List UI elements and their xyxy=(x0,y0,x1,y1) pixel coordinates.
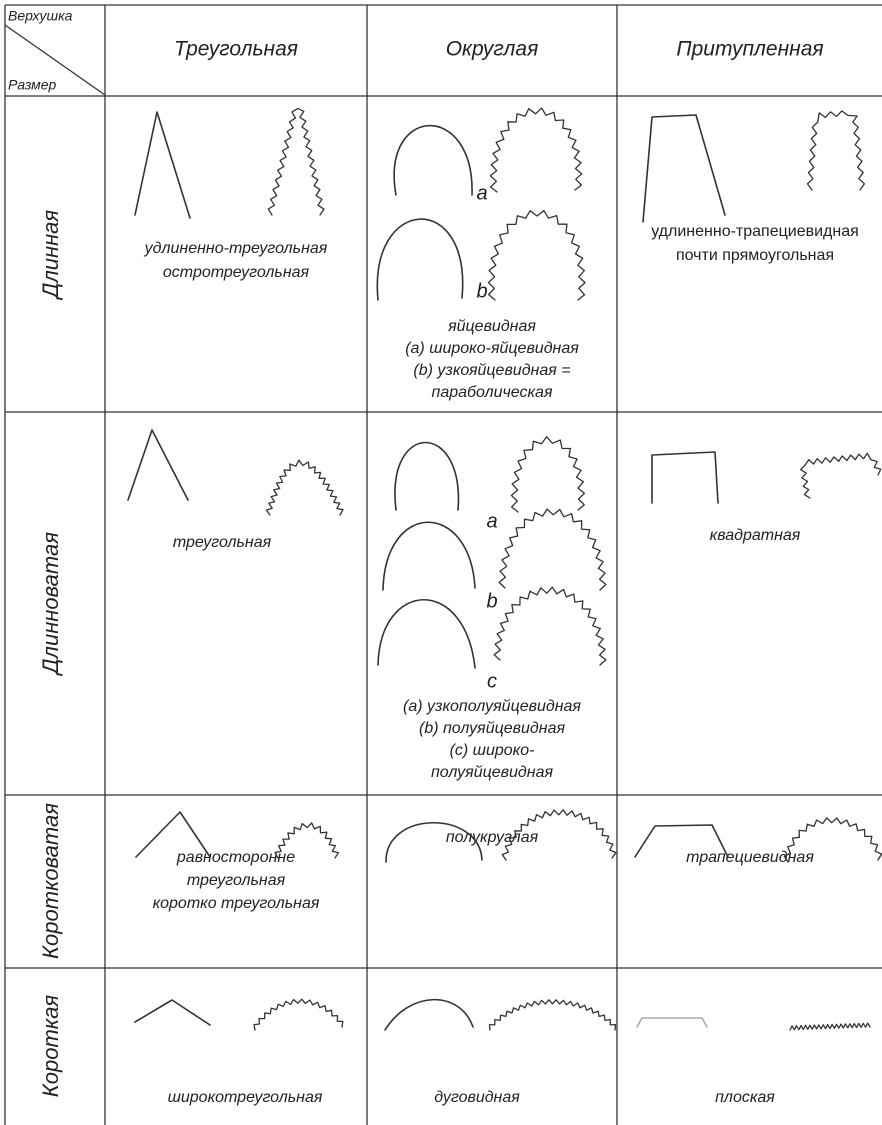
caption: (b) полуяйцевидная xyxy=(419,720,565,737)
serrated-outline xyxy=(267,107,325,216)
shape-outline xyxy=(382,521,476,591)
caption: плоская xyxy=(715,1089,775,1106)
grid xyxy=(4,4,882,1125)
shape-outline xyxy=(642,114,726,223)
caption: треугольная xyxy=(187,872,286,889)
serrated-outline xyxy=(501,809,617,861)
shape-outline xyxy=(385,822,483,863)
serrated-outline xyxy=(498,508,607,591)
shape-outline xyxy=(384,998,474,1031)
serrated-outline xyxy=(488,999,617,1031)
caption: полукруглая xyxy=(446,829,539,846)
serrated-outline xyxy=(274,822,340,859)
row-label: Короткая xyxy=(38,995,63,1098)
serrated-outline xyxy=(789,1022,871,1031)
caption: (b) узкояйцевидная = xyxy=(413,362,570,379)
serrated-outline xyxy=(253,998,344,1031)
serrated-outline xyxy=(265,459,344,516)
caption: (c) широко- xyxy=(450,742,535,759)
serrated-outline xyxy=(783,817,882,863)
shape-letter: a xyxy=(476,182,487,204)
shape-outline xyxy=(651,451,719,504)
serrated-outline xyxy=(493,586,607,666)
shape-outline xyxy=(127,429,189,501)
caption: почти прямоугольная xyxy=(676,247,834,264)
shape-letter: b xyxy=(486,590,497,612)
caption: остротреугольная xyxy=(163,264,310,281)
serrated-outline xyxy=(510,436,586,513)
caption: коротко треугольная xyxy=(153,895,320,912)
shape-outline xyxy=(394,441,460,511)
shape-outline xyxy=(134,999,211,1026)
shape-outline xyxy=(393,124,473,196)
caption: квадратная xyxy=(710,527,801,544)
serrated-outline xyxy=(489,107,583,193)
shape-outline xyxy=(134,111,191,219)
serrated-outline xyxy=(806,110,866,191)
caption: удлиненно-трапециевидная xyxy=(651,223,859,240)
caption: трапециевидная xyxy=(686,849,814,866)
caption: равносторонне xyxy=(176,849,295,866)
serrated-outline xyxy=(800,452,882,499)
corner-top: Верхушка xyxy=(8,8,73,24)
caption: широкотреугольная xyxy=(168,1089,323,1106)
caption: (a) узкополуяйцевидная xyxy=(403,698,581,715)
shape-outline xyxy=(376,218,464,301)
shape-outline xyxy=(135,811,211,858)
row-label: Длинная xyxy=(38,210,63,302)
shape-outline xyxy=(636,1017,708,1028)
column-header: Притупленная xyxy=(676,38,823,61)
shape-outline xyxy=(634,824,729,858)
column-header: Треугольная xyxy=(174,38,298,61)
caption: удлиненно-треугольная xyxy=(144,240,328,257)
shape-letter: b xyxy=(476,280,487,302)
column-header: Округлая xyxy=(446,38,539,61)
corner-diagonal xyxy=(4,24,106,96)
shape-letter: a xyxy=(486,510,497,532)
corner-bottom: Размер xyxy=(8,77,57,93)
row-label: Коротковатая xyxy=(38,803,63,959)
caption: яйцевидная xyxy=(447,318,536,335)
serrated-outline xyxy=(487,209,586,301)
row-label: Длинноватая xyxy=(38,532,63,677)
shape-outline xyxy=(377,599,476,669)
shape-letter: c xyxy=(487,670,497,692)
caption: параболическая xyxy=(432,384,553,401)
caption: дуговидная xyxy=(434,1089,520,1106)
caption: полуяйцевидная xyxy=(431,764,553,781)
caption: треугольная xyxy=(173,534,272,551)
caption: (a) широко-яйцевидная xyxy=(405,340,579,357)
